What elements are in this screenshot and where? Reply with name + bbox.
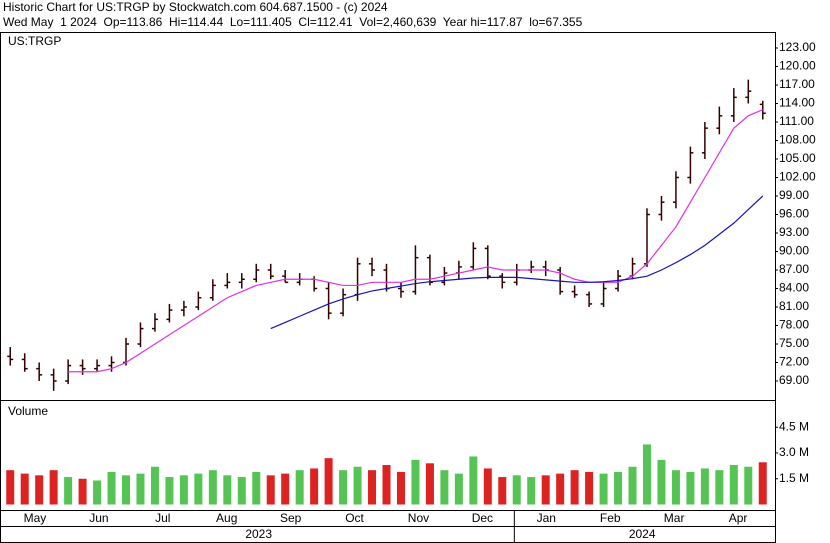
volume-bar [527, 477, 536, 505]
volume-bar [758, 462, 767, 505]
x-tick-label: Jul [155, 511, 170, 525]
y-tick-label: 102.00 [779, 170, 816, 184]
x-tick-label: Dec [472, 511, 493, 525]
x-tick-label: Jun [89, 511, 108, 525]
chart-subtitle: Wed May 1 2024 Op=113.86 Hi=114.44 Lo=11… [3, 15, 583, 29]
volume-bar [281, 473, 290, 505]
price-label: US:TRGP [8, 34, 61, 48]
y-tick-label: 75.00 [779, 336, 809, 350]
y-tick-label: 96.00 [779, 207, 809, 221]
chart-title: Historic Chart for US:TRGP by Stockwatch… [3, 0, 388, 14]
volume-bar [64, 477, 73, 505]
y-tick-label: 69.00 [779, 373, 809, 387]
y-tick-label: 93.00 [779, 225, 809, 239]
y-tick-label: 72.00 [779, 355, 809, 369]
volume-bar [396, 471, 405, 505]
volume-bar [223, 475, 232, 505]
volume-bar [556, 473, 565, 505]
volume-bar [353, 466, 362, 505]
x-tick-label: Feb [600, 511, 621, 525]
y-tick-label: 1.5 M [779, 471, 809, 485]
volume-bar [136, 473, 145, 505]
volume-bar [715, 470, 724, 505]
x-tick-label: Jan [537, 511, 556, 525]
x-tick-label: Oct [345, 511, 364, 525]
y-tick-label: 84.00 [779, 281, 809, 295]
volume-bar [440, 470, 449, 505]
volume-bar [541, 475, 550, 505]
volume-bar [35, 475, 44, 505]
volume-bar [686, 471, 695, 505]
x-tick-label: May [24, 511, 47, 525]
volume-bar [6, 470, 15, 505]
y-tick-label: 108.00 [779, 133, 816, 147]
x-tick-label: Aug [216, 511, 237, 525]
volume-bar [93, 480, 102, 505]
volume-bar [252, 471, 261, 505]
volume-bar [512, 475, 521, 505]
volume-bar [642, 444, 651, 505]
volume-bar [122, 475, 131, 505]
y-tick-label: 123.00 [779, 40, 816, 54]
volume-label: Volume [8, 404, 48, 418]
y-tick-label: 4.5 M [779, 419, 809, 433]
volume-bar [165, 477, 174, 505]
volume-bar [425, 463, 434, 505]
volume-bar [570, 470, 579, 505]
year-label: 2024 [629, 527, 656, 541]
x-tick-label: Mar [664, 511, 685, 525]
y-tick-label: 120.00 [779, 59, 816, 73]
y-tick-label: 111.00 [779, 114, 814, 128]
volume-bar [614, 471, 623, 505]
moving-average [68, 109, 763, 373]
y-tick-label: 87.00 [779, 262, 809, 276]
x-tick-label: Sep [280, 511, 302, 525]
volume-bar [179, 475, 188, 505]
volume-bar [237, 477, 246, 505]
volume-bar [49, 470, 58, 505]
y-tick-label: 99.00 [779, 188, 809, 202]
volume-bar [295, 470, 304, 505]
volume-bar [310, 468, 319, 505]
volume-bar [469, 456, 478, 505]
year-label: 2023 [245, 527, 272, 541]
volume-bar [585, 471, 594, 505]
volume-bar [744, 466, 753, 505]
volume-bar [194, 473, 203, 505]
y-tick-label: 105.00 [779, 151, 816, 165]
volume-bar [78, 478, 87, 505]
y-tick-label: 78.00 [779, 318, 809, 332]
volume-bar [657, 459, 666, 505]
y-tick-label: 90.00 [779, 244, 809, 258]
volume-bar [671, 470, 680, 505]
volume-bar [628, 466, 637, 505]
volume-bar [498, 477, 507, 505]
volume-bar [700, 468, 709, 505]
volume-bar [324, 458, 333, 505]
x-tick-label: Apr [729, 511, 748, 525]
volume-bar [107, 471, 116, 505]
volume-bar [368, 470, 377, 505]
volume-bar [483, 468, 492, 505]
y-tick-label: 3.0 M [779, 445, 809, 459]
volume-bar [339, 470, 348, 505]
volume-bar [20, 473, 29, 505]
y-tick-label: 81.00 [779, 299, 809, 313]
moving-average [270, 195, 764, 330]
volume-bar [454, 473, 463, 505]
volume-bar [382, 465, 391, 505]
volume-bar [729, 465, 738, 505]
x-tick-label: Nov [408, 511, 429, 525]
volume-bar [599, 473, 608, 505]
y-tick-label: 114.00 [779, 96, 815, 110]
volume-bar [150, 466, 159, 505]
y-tick-label: 117.00 [779, 77, 815, 91]
volume-bar [411, 459, 420, 505]
volume-bar [208, 470, 217, 505]
volume-bar [266, 475, 275, 505]
